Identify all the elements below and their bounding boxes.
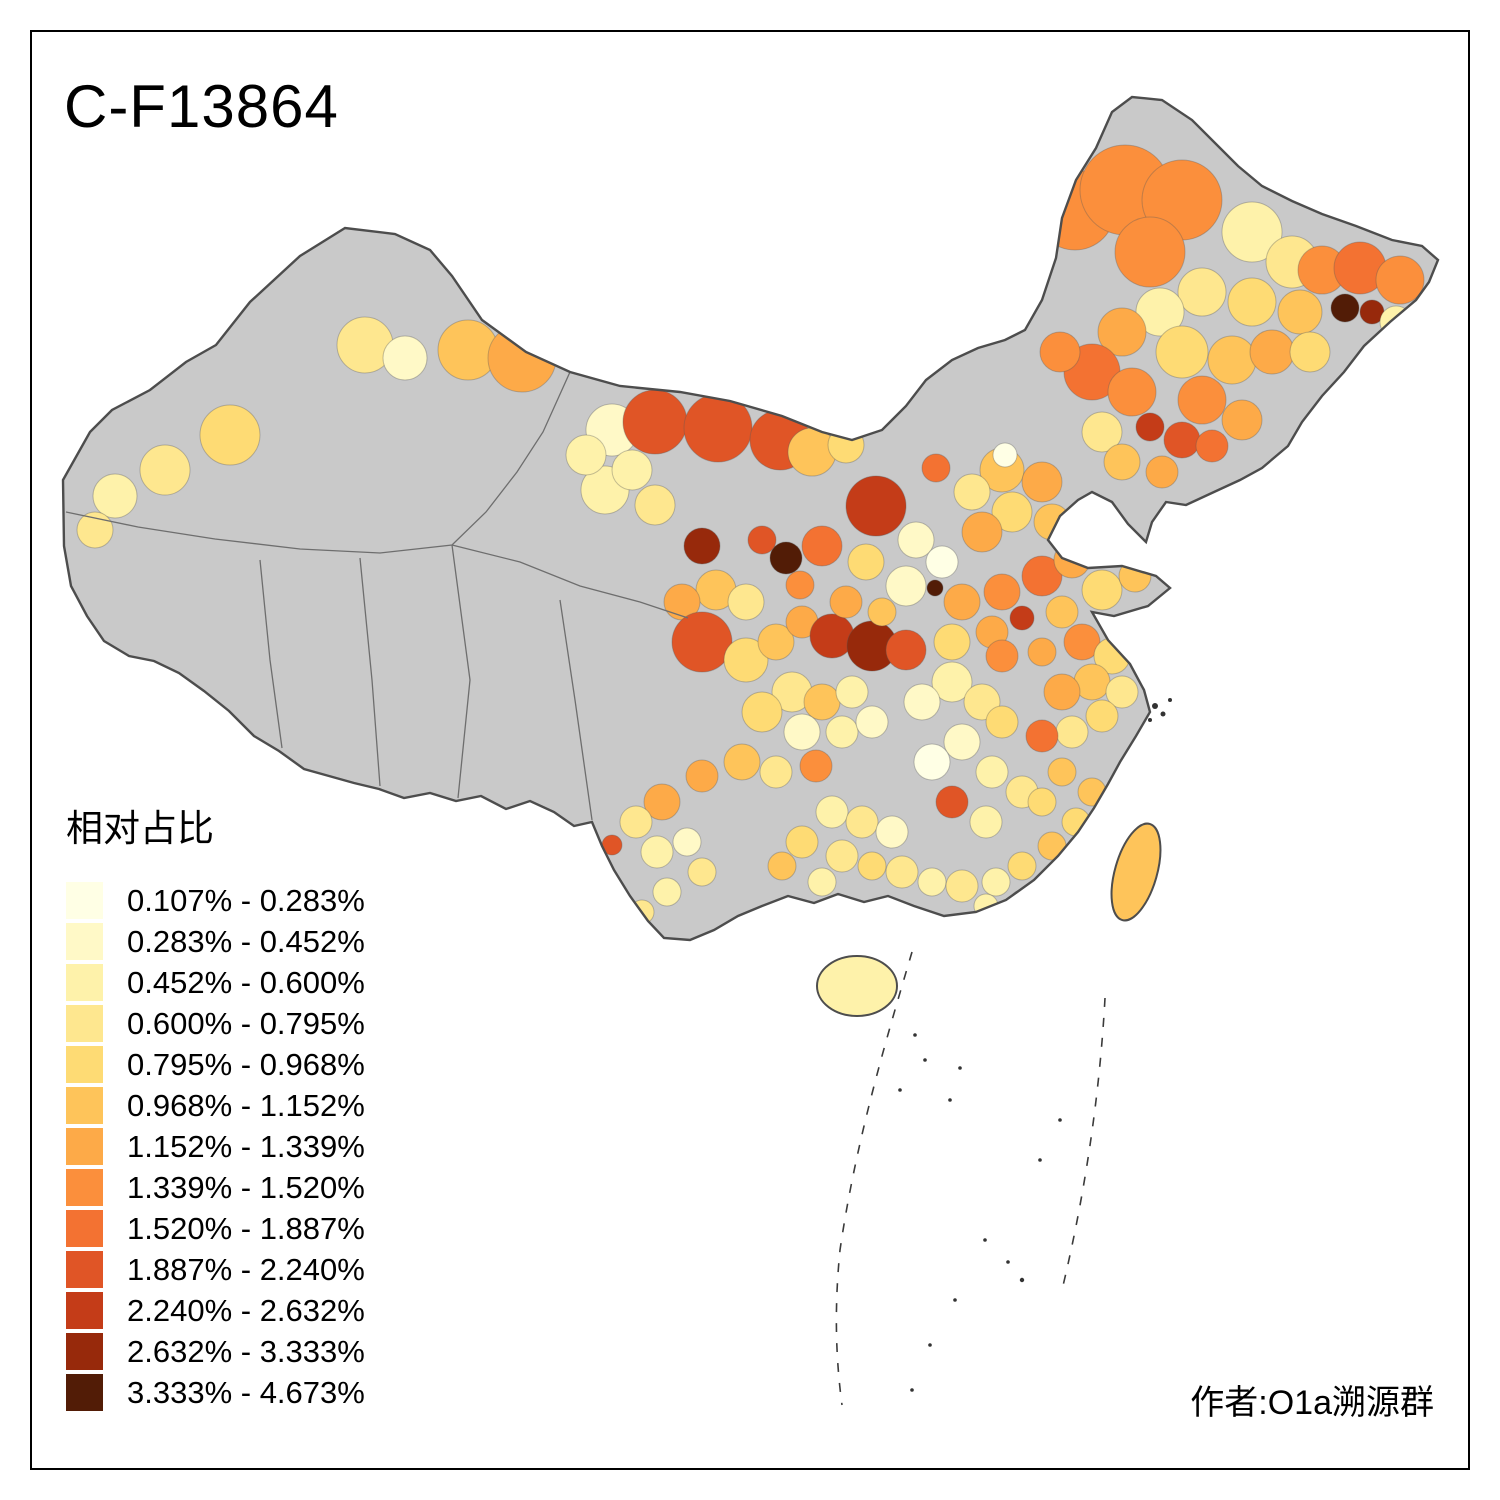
legend-item: 1.887% - 2.240% <box>66 1249 365 1290</box>
legend-label: 3.333% - 4.673% <box>127 1374 365 1410</box>
legend-label: 1.152% - 1.339% <box>127 1128 365 1164</box>
legend-item: 1.339% - 1.520% <box>66 1167 365 1208</box>
legend-label: 1.887% - 2.240% <box>127 1251 365 1287</box>
legend: 相对占比 0.107% - 0.283% 0.283% - 0.452% 0.4… <box>66 798 365 1413</box>
legend-swatch <box>66 1169 103 1206</box>
legend-item: 0.600% - 0.795% <box>66 1003 365 1044</box>
south-china-sea-islands <box>898 1033 1062 1392</box>
legend-item: 3.333% - 4.673% <box>66 1372 365 1413</box>
legend-swatch <box>66 1292 103 1329</box>
coastal-islets <box>1148 698 1172 722</box>
legend-item: 0.795% - 0.968% <box>66 1044 365 1085</box>
legend-swatch <box>66 1251 103 1288</box>
legend-swatch <box>66 1005 103 1042</box>
legend-label: 1.520% - 1.887% <box>127 1210 365 1246</box>
legend-label: 1.339% - 1.520% <box>127 1169 365 1205</box>
legend-title: 相对占比 <box>66 808 214 849</box>
legend-swatch <box>66 1333 103 1370</box>
map-title: C-F13864 <box>64 73 339 140</box>
legend-swatch <box>66 964 103 1001</box>
legend-item: 2.240% - 2.632% <box>66 1290 365 1331</box>
attribution: 作者:O1a溯源群 <box>1190 1384 1434 1422</box>
legend-swatch <box>66 882 103 919</box>
legend-label: 0.452% - 0.600% <box>127 964 365 1000</box>
legend-item: 0.968% - 1.152% <box>66 1085 365 1126</box>
legend-swatch <box>66 1128 103 1165</box>
legend-swatch <box>66 1210 103 1247</box>
legend-swatch <box>66 923 103 960</box>
legend-item: 1.152% - 1.339% <box>66 1126 365 1167</box>
legend-item: 2.632% - 3.333% <box>66 1331 365 1372</box>
taiwan-island <box>1110 822 1162 922</box>
legend-label: 0.600% - 0.795% <box>127 1005 365 1041</box>
legend-label: 2.632% - 3.333% <box>127 1333 365 1369</box>
legend-swatch <box>66 1374 103 1411</box>
legend-label: 2.240% - 2.632% <box>127 1292 365 1328</box>
south-china-sea-boundary <box>835 951 1106 1406</box>
legend-item: 0.283% - 0.452% <box>66 921 365 962</box>
legend-label: 0.795% - 0.968% <box>127 1046 365 1082</box>
legend-swatch <box>66 1087 103 1124</box>
legend-label: 0.107% - 0.283% <box>127 882 365 918</box>
hainan-island <box>816 955 898 1017</box>
legend-label: 0.968% - 1.152% <box>127 1087 365 1123</box>
legend-item: 0.452% - 0.600% <box>66 962 365 1003</box>
legend-label: 0.283% - 0.452% <box>127 923 365 959</box>
legend-item: 0.107% - 0.283% <box>66 880 365 921</box>
legend-swatch <box>66 1046 103 1083</box>
legend-item: 1.520% - 1.887% <box>66 1208 365 1249</box>
province-borders <box>65 371 689 821</box>
prefecture-choropleth-layer <box>76 144 1425 925</box>
